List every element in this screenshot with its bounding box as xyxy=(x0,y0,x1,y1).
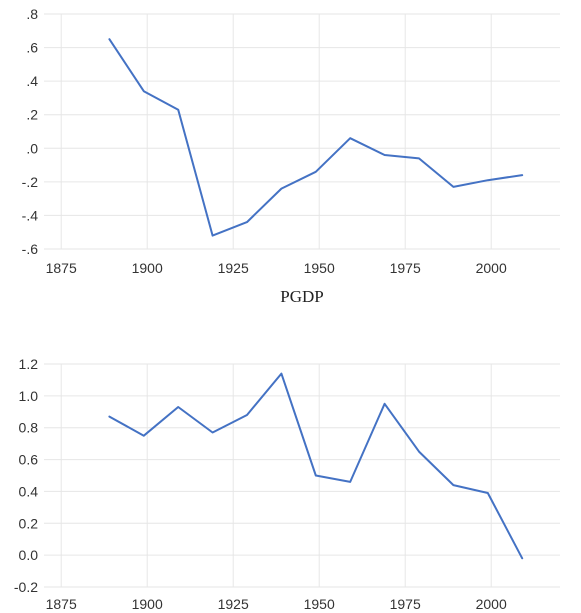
x-tick-label: 1950 xyxy=(304,260,335,276)
y-tick-label: .8 xyxy=(26,6,38,22)
y-tick-label: -.2 xyxy=(22,174,39,190)
y-tick-label: -0.2 xyxy=(14,579,38,595)
y-tick-label: -.4 xyxy=(22,207,39,223)
x-tick-label: 1975 xyxy=(390,260,421,276)
x-tick-label: 1900 xyxy=(132,260,163,276)
x-tick-label: 1875 xyxy=(46,260,77,276)
series-line xyxy=(108,372,524,560)
y-tick-label: 0.2 xyxy=(19,515,39,531)
x-tick-label: 1925 xyxy=(218,260,249,276)
chart-title-pgdp: PGDP xyxy=(280,287,323,306)
x-tick-label: 2000 xyxy=(476,260,507,276)
x-tick-label: 1950 xyxy=(304,596,335,612)
x-tick-label: 1900 xyxy=(132,596,163,612)
y-tick-label: .4 xyxy=(26,73,38,89)
y-tick-label: .0 xyxy=(26,140,38,156)
y-tick-label: 0.4 xyxy=(19,483,39,499)
chart-pgdp: -0.2 0.0 0.2 0.4 0.6 0.8 1.0 1.2 1875 1900 1925 195… xyxy=(14,356,560,612)
x-tick-label: 1975 xyxy=(390,596,421,612)
y-tick-label: .6 xyxy=(26,40,38,56)
y-tick-label: 1.0 xyxy=(19,388,39,404)
x-tick-label: 1925 xyxy=(218,596,249,612)
y-tick-label: -.6 xyxy=(22,241,39,257)
y-tick-label: 1.2 xyxy=(19,356,39,372)
series-line xyxy=(108,38,524,237)
y-tick-label: 0.8 xyxy=(19,420,39,436)
y-tick-label: .2 xyxy=(26,107,38,123)
x-tick-label: 2000 xyxy=(476,596,507,612)
chart-top: -.6 -.4 -.2 .0 .2 .4 .6 .8 1875 1900 1925 1950 1975 2… xyxy=(22,6,560,276)
y-tick-label: 0.0 xyxy=(19,547,39,563)
x-tick-label: 1875 xyxy=(46,596,77,612)
y-tick-label: 0.6 xyxy=(19,452,39,468)
